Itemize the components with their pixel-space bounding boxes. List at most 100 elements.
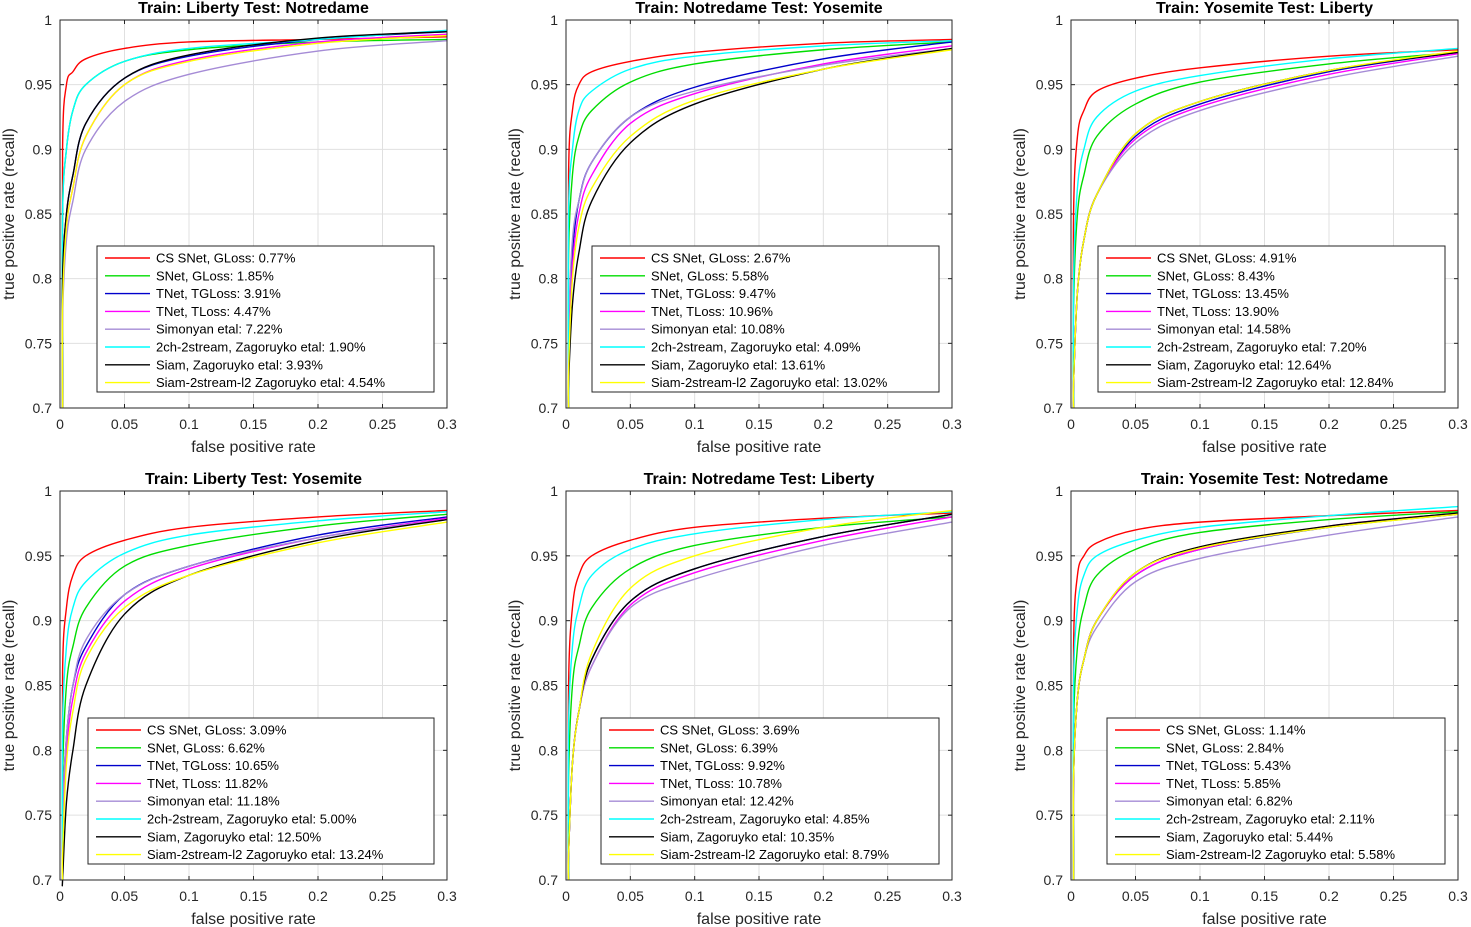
legend-entry: SNet, GLoss: 6.62% xyxy=(147,740,265,755)
y-tick-label: 0.7 xyxy=(539,872,559,888)
x-axis-label: false positive rate xyxy=(697,911,822,927)
y-tick-label: 0.95 xyxy=(531,548,558,564)
series-line xyxy=(1072,505,1459,881)
legend-entry: TNet, TGLoss: 3.91% xyxy=(156,286,281,301)
x-axis-label: false positive rate xyxy=(191,911,316,927)
y-tick-label: 0.7 xyxy=(33,872,53,888)
subplot-6: 0 0.05 0.1 0.15 0.2 0.25 0.3 0.7 0.75 0.8 0.85 0.9 0… xyxy=(1012,471,1468,927)
x-axis-label: false positive rate xyxy=(1202,439,1327,456)
legend-entry: CS SNet, GLoss: 1.14% xyxy=(1166,723,1306,738)
legend-entry: TNet, TGLoss: 9.92% xyxy=(660,758,785,773)
y-tick-label: 0.7 xyxy=(33,400,53,416)
series-line xyxy=(61,518,448,887)
x-tick-label: 0.3 xyxy=(437,888,457,904)
axes-box xyxy=(59,490,448,881)
x-tick-label: 0.25 xyxy=(874,888,901,904)
y-tick-label: 0.7 xyxy=(1044,872,1064,888)
y-tick-label: 0.75 xyxy=(531,807,558,823)
y-tick-label: 0.9 xyxy=(539,141,559,157)
x-tick-label: 0 xyxy=(562,888,570,904)
x-tick-label: 0 xyxy=(562,416,570,432)
y-tick-label: 0.8 xyxy=(1044,742,1064,758)
legend-box xyxy=(600,717,940,865)
y-axis-label: true positive rate (recall) xyxy=(507,600,524,772)
legend-entry: TNet, TLoss: 13.90% xyxy=(1157,304,1279,319)
legend-box xyxy=(1106,717,1446,865)
x-tick-label: 0.05 xyxy=(617,416,644,432)
x-tick-label: 0.25 xyxy=(1380,888,1407,904)
axes-box xyxy=(565,19,953,409)
legend-entry: TNet, TGLoss: 13.45% xyxy=(1157,286,1289,301)
subplot-5: 0 0.05 0.1 0.15 0.2 0.25 0.3 0.7 0.75 0.8 0.85 0.9 0… xyxy=(507,471,962,927)
legend-entry: TNet, TLoss: 11.82% xyxy=(147,776,268,791)
y-tick-label: 1 xyxy=(1055,483,1063,499)
legend-entry: 2ch-2stream, Zagoruyko etal: 7.20% xyxy=(1157,340,1367,355)
legend-entry: SNet, GLoss: 1.85% xyxy=(156,268,274,283)
x-tick-label: 0.25 xyxy=(369,888,396,904)
y-tick-label: 0.95 xyxy=(531,77,558,93)
axes-box xyxy=(1070,490,1459,881)
y-tick-label: 0.7 xyxy=(1044,400,1064,416)
legend-entry: Siam, Zagoruyko etal: 3.93% xyxy=(156,357,323,372)
legend-entry: Siam-2stream-l2 Zagoruyko etal: 12.84% xyxy=(1157,375,1394,390)
legend-entry: Siam-2stream-l2 Zagoruyko etal: 4.54% xyxy=(156,375,385,390)
subplot-2: 0 0.05 0.1 0.15 0.2 0.25 0.3 0.7 0.75 0.8 0.85 0.9 0… xyxy=(507,0,962,456)
y-axis-label: true positive rate (recall) xyxy=(1,128,18,300)
y-tick-label: 0.75 xyxy=(25,335,52,351)
legend: CS SNet, GLoss: 0.77% SNet, GLoss: 1.85% T… xyxy=(96,245,435,393)
x-tick-label: 0.1 xyxy=(179,416,199,432)
x-tick-label: 0 xyxy=(1067,888,1075,904)
y-tick-label: 0.9 xyxy=(1044,141,1064,157)
legend-entry: 2ch-2stream, Zagoruyko etal: 1.90% xyxy=(156,340,366,355)
series-line xyxy=(61,521,448,881)
series-line xyxy=(567,47,953,409)
legend-entry: CS SNet, GLoss: 2.67% xyxy=(651,251,791,266)
y-tick-label: 1 xyxy=(550,12,558,28)
x-tick-label: 0.05 xyxy=(111,888,138,904)
series-line xyxy=(567,511,953,881)
legend-entry: Siam-2stream-l2 Zagoruyko etal: 8.79% xyxy=(660,847,889,862)
x-tick-label: 0 xyxy=(1067,416,1075,432)
y-tick-label: 0.85 xyxy=(25,206,52,222)
x-tick-label: 0 xyxy=(56,888,64,904)
legend-entry: TNet, TLoss: 4.47% xyxy=(156,304,271,319)
y-tick-label: 1 xyxy=(550,483,558,499)
y-tick-label: 0.9 xyxy=(539,613,559,629)
legend-entry: Siam-2stream-l2 Zagoruyko etal: 5.58% xyxy=(1166,847,1395,862)
y-tick-label: 0.75 xyxy=(1036,807,1063,823)
subplot-1: 0 0.05 0.1 0.15 0.2 0.25 0.3 0.7 0.75 0.8 0.85 0.9 0… xyxy=(1,0,457,456)
y-tick-label: 0.95 xyxy=(1036,548,1063,564)
x-tick-label: 0.2 xyxy=(308,888,328,904)
chart-title: Train: Notredame Test: Yosemite xyxy=(635,0,882,17)
subplot-4: 0 0.05 0.1 0.15 0.2 0.25 0.3 0.7 0.75 0.8 0.85 0.9 0… xyxy=(1,471,457,927)
y-tick-label: 0.8 xyxy=(539,742,559,758)
x-tick-label: 0.3 xyxy=(942,416,962,432)
x-tick-label: 0.15 xyxy=(1251,888,1278,904)
axes-box xyxy=(1070,19,1459,409)
y-tick-label: 1 xyxy=(44,483,52,499)
x-axis-label: false positive rate xyxy=(1202,911,1327,927)
series-line xyxy=(1072,513,1459,881)
legend-entry: 2ch-2stream, Zagoruyko etal: 4.85% xyxy=(660,812,870,827)
x-tick-label: 0.2 xyxy=(814,888,834,904)
x-tick-label: 0.2 xyxy=(1319,416,1339,432)
x-tick-label: 0.15 xyxy=(240,888,267,904)
series-line xyxy=(567,509,953,881)
x-tick-label: 0.25 xyxy=(874,416,901,432)
legend-box xyxy=(87,717,435,865)
series-line xyxy=(1072,50,1459,409)
legend-entry: TNet, TGLoss: 9.47% xyxy=(651,286,776,301)
legend: CS SNet, GLoss: 1.14% SNet, GLoss: 2.84% T… xyxy=(1106,717,1446,865)
x-tick-label: 0.1 xyxy=(179,888,199,904)
legend: CS SNet, GLoss: 4.91% SNet, GLoss: 8.43% T… xyxy=(1097,245,1446,393)
y-tick-label: 0.85 xyxy=(1036,206,1063,222)
series-line xyxy=(1072,49,1459,409)
legend-entry: CS SNet, GLoss: 3.09% xyxy=(147,723,287,738)
y-tick-label: 0.8 xyxy=(1044,271,1064,287)
x-tick-label: 0.15 xyxy=(240,416,267,432)
legend-entry: TNet, TLoss: 10.96% xyxy=(651,304,773,319)
y-axis-label: true positive rate (recall) xyxy=(1012,128,1029,300)
series-line xyxy=(61,518,448,881)
x-tick-label: 0.1 xyxy=(685,888,705,904)
y-tick-label: 1 xyxy=(44,12,52,28)
